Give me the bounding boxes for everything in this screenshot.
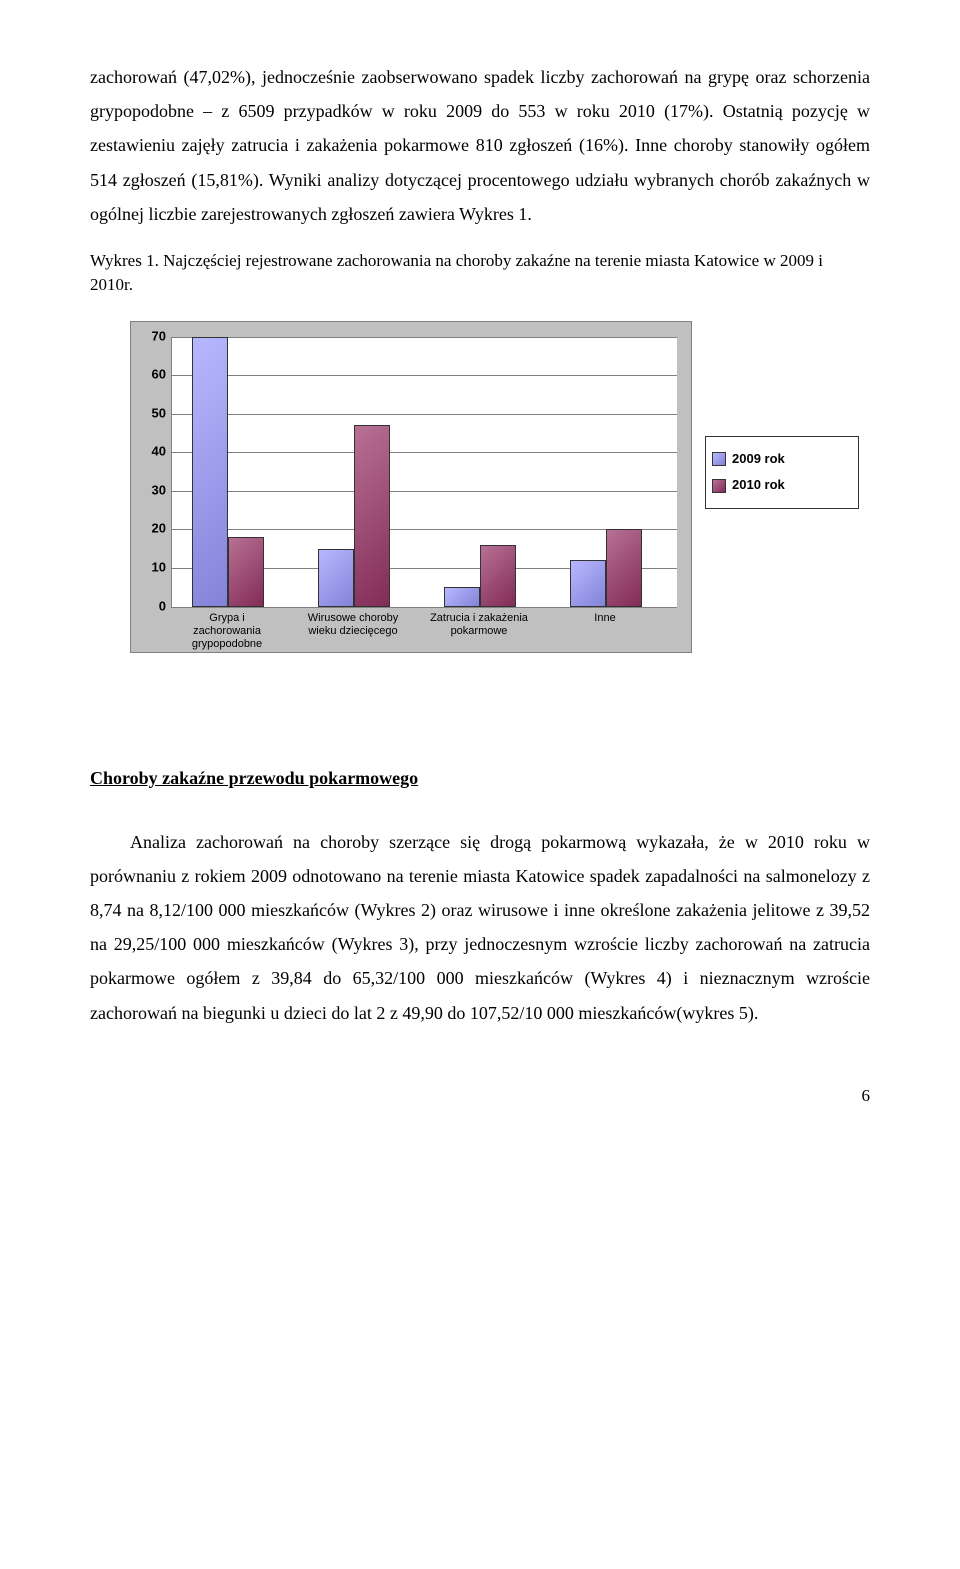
legend-label-2009: 2009 rok xyxy=(732,447,785,472)
legend-swatch-2009 xyxy=(712,452,726,466)
chart-plot-area: 010203040506070 xyxy=(171,337,677,608)
chart-bar-fill xyxy=(606,529,642,606)
chart-gridline xyxy=(172,452,677,453)
figure-caption-1: Wykres 1. Najczęściej rejestrowane zacho… xyxy=(90,249,870,297)
chart-bar-fill xyxy=(228,537,264,606)
chart-bar xyxy=(228,537,264,606)
chart-ytick-label: 70 xyxy=(152,324,172,349)
section-title: Choroby zakaźne przewodu pokarmowego xyxy=(90,761,870,795)
paragraph-1: zachorowań (47,02%), jednocześnie zaobse… xyxy=(90,60,870,231)
chart-gridline xyxy=(172,491,677,492)
chart-ytick-label: 60 xyxy=(152,363,172,388)
chart-bar xyxy=(192,337,228,607)
page: zachorowań (47,02%), jednocześnie zaobse… xyxy=(0,0,960,1152)
chart-xtick-label: Inne xyxy=(555,612,655,625)
chart-ytick-label: 0 xyxy=(159,594,172,619)
chart-gridline xyxy=(172,375,677,376)
chart-bar xyxy=(444,587,480,606)
page-number: 6 xyxy=(90,1080,870,1112)
chart-bar-fill xyxy=(444,587,480,606)
chart-xtick-label: Wirusowe choroby wieku dziecięcego xyxy=(303,612,403,638)
chart-bar xyxy=(318,549,354,607)
chart-xtick-label: Zatrucia i zakażenia pokarmowe xyxy=(429,612,529,638)
legend-item-2010: 2010 rok xyxy=(712,473,852,498)
chart-ytick-label: 10 xyxy=(152,556,172,581)
chart-bar xyxy=(606,529,642,606)
chart-1: 010203040506070 Grypa i zachorowania gry… xyxy=(90,321,870,701)
chart-bar xyxy=(354,425,390,606)
chart-gridline xyxy=(172,529,677,530)
chart-ytick-label: 30 xyxy=(152,478,172,503)
chart-bar-fill xyxy=(570,560,606,606)
legend-swatch-2010 xyxy=(712,479,726,493)
chart-bar xyxy=(570,560,606,606)
chart-outer-box: 010203040506070 Grypa i zachorowania gry… xyxy=(130,321,692,653)
chart-bar-fill xyxy=(318,549,354,607)
chart-xtick-label: Grypa i zachorowania grypopodobne xyxy=(177,612,277,652)
chart-bar-fill xyxy=(480,545,516,607)
chart-gridline xyxy=(172,414,677,415)
paragraph-2: Analiza zachorowań na choroby szerzące s… xyxy=(90,825,870,1030)
chart-bar-fill xyxy=(354,425,390,606)
chart-ytick-label: 50 xyxy=(152,401,172,426)
chart-gridline xyxy=(172,337,677,338)
chart-ytick-label: 40 xyxy=(152,440,172,465)
chart-bar xyxy=(480,545,516,607)
chart-bar-fill xyxy=(192,337,228,607)
chart-legend: 2009 rok 2010 rok xyxy=(705,436,859,509)
legend-item-2009: 2009 rok xyxy=(712,447,852,472)
legend-label-2010: 2010 rok xyxy=(732,473,785,498)
chart-ytick-label: 20 xyxy=(152,517,172,542)
